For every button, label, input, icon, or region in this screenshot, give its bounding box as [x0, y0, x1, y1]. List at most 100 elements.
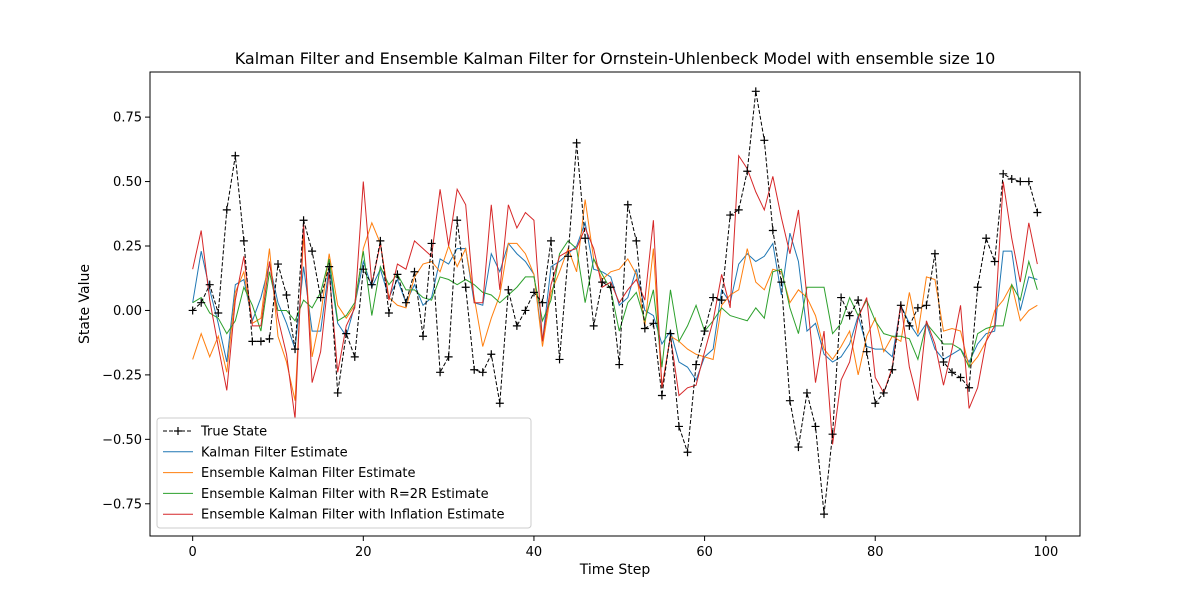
true-state-marker: [427, 239, 436, 248]
true-state-marker: [692, 360, 701, 369]
true-state-marker: [973, 283, 982, 292]
true-state-marker: [820, 510, 829, 519]
true-state-marker: [734, 205, 743, 214]
x-axis-label: Time Step: [579, 562, 651, 578]
true-state-marker: [905, 321, 914, 330]
true-state-marker: [487, 350, 496, 359]
true-state-marker: [999, 169, 1008, 178]
true-state-marker: [717, 296, 726, 305]
true-state-marker: [990, 257, 999, 266]
true-state-marker: [922, 301, 931, 310]
plot-frame: [149, 71, 1081, 537]
legend-marker: [174, 427, 182, 435]
true-state-marker: [811, 422, 820, 431]
x-tick-label: 0: [189, 545, 197, 560]
true-state-marker: [640, 324, 649, 333]
true-state-marker: [709, 293, 718, 302]
x-tick-label: 100: [1033, 545, 1058, 560]
true-state-marker: [751, 87, 760, 96]
true-state-marker: [589, 321, 598, 330]
true-state-marker: [478, 368, 487, 377]
y-axis-ticks: −0.75 −0.50 −0.25 0.00 0.25 0.50 0.75: [102, 111, 150, 512]
true-state-marker: [197, 298, 206, 307]
true-state-marker: [308, 247, 317, 256]
true-state-marker: [265, 334, 274, 343]
true-state-marker: [871, 399, 880, 408]
true-state-marker: [461, 283, 470, 292]
y-tick-label: 0.00: [113, 304, 142, 319]
true-state-marker: [683, 448, 692, 457]
true-state-marker: [854, 296, 863, 305]
true-state-marker: [410, 267, 419, 276]
series-line-2: [192, 199, 1038, 401]
y-tick-label: −0.75: [102, 497, 142, 512]
true-state-marker: [930, 249, 939, 258]
true-state-marker: [512, 321, 521, 330]
true-state-marker: [376, 236, 385, 245]
true-state-marker: [606, 283, 615, 292]
true-state-marker: [1007, 174, 1016, 183]
true-state-marker: [956, 373, 965, 382]
y-tick-label: 0.50: [113, 175, 142, 190]
true-state-marker: [273, 260, 282, 269]
true-state-marker: [504, 285, 513, 294]
true-state-marker: [205, 280, 214, 289]
chart-title: Kalman Filter and Ensemble Kalman Filter…: [235, 49, 996, 68]
true-state-marker: [419, 332, 428, 341]
true-state-marker: [982, 234, 991, 243]
true-state-marker: [700, 327, 709, 336]
legend-label: True State: [200, 425, 267, 440]
true-state-marker: [359, 265, 368, 274]
true-state-marker: [547, 236, 556, 245]
y-axis-label: State Value: [77, 264, 93, 344]
legend-label: Ensemble Kalman Filter with Inflation Es…: [201, 508, 504, 523]
true-state-marker: [384, 309, 393, 318]
true-state-marker: [828, 430, 837, 439]
true-state-marker: [1024, 177, 1033, 186]
y-tick-label: −0.50: [102, 433, 142, 448]
true-state-marker: [623, 200, 632, 209]
true-state-marker: [845, 311, 854, 320]
true-state-marker: [726, 211, 735, 220]
true-state-marker: [802, 388, 811, 397]
true-state-marker: [913, 303, 922, 312]
true-state-marker: [495, 399, 504, 408]
y-tick-label: −0.25: [102, 368, 142, 383]
true-state-marker: [436, 368, 445, 377]
true-state-marker: [948, 368, 957, 377]
true-state-marker: [879, 388, 888, 397]
legend: True State Kalman Filter Estimate Ensemble…: [156, 417, 532, 529]
series-layer: [188, 87, 1042, 519]
true-state-marker: [743, 167, 752, 176]
legend-box: [156, 417, 532, 529]
true-state-marker: [965, 383, 974, 392]
true-state-marker: [333, 388, 342, 397]
true-state-marker: [555, 355, 564, 364]
true-state-marker: [581, 234, 590, 243]
true-state-marker: [564, 252, 573, 261]
true-state-marker: [222, 205, 231, 214]
true-state-marker: [350, 352, 359, 361]
true-state-marker: [299, 216, 308, 225]
true-state-marker: [666, 329, 675, 338]
true-state-marker: [248, 337, 257, 346]
true-state-marker: [214, 309, 223, 318]
true-state-marker: [282, 290, 291, 299]
x-axis-ticks: 0 20 40 60 80 100: [189, 536, 1058, 560]
true-state-marker: [615, 360, 624, 369]
true-state-marker: [649, 319, 658, 328]
true-state-marker: [777, 278, 786, 287]
true-state-marker: [470, 365, 479, 374]
y-tick-label: 0.25: [113, 240, 142, 255]
legend-label: Kalman Filter Estimate: [201, 445, 348, 460]
true-state-marker: [367, 280, 376, 289]
true-state-marker: [598, 278, 607, 287]
true-state-marker: [888, 365, 897, 374]
true-state-marker: [572, 138, 581, 147]
legend-label: Ensemble Kalman Filter with R=2R Estimat…: [201, 487, 489, 502]
true-state-marker: [529, 288, 538, 297]
true-state-marker: [632, 236, 641, 245]
x-tick-label: 80: [867, 545, 884, 560]
true-state-marker: [444, 352, 453, 361]
